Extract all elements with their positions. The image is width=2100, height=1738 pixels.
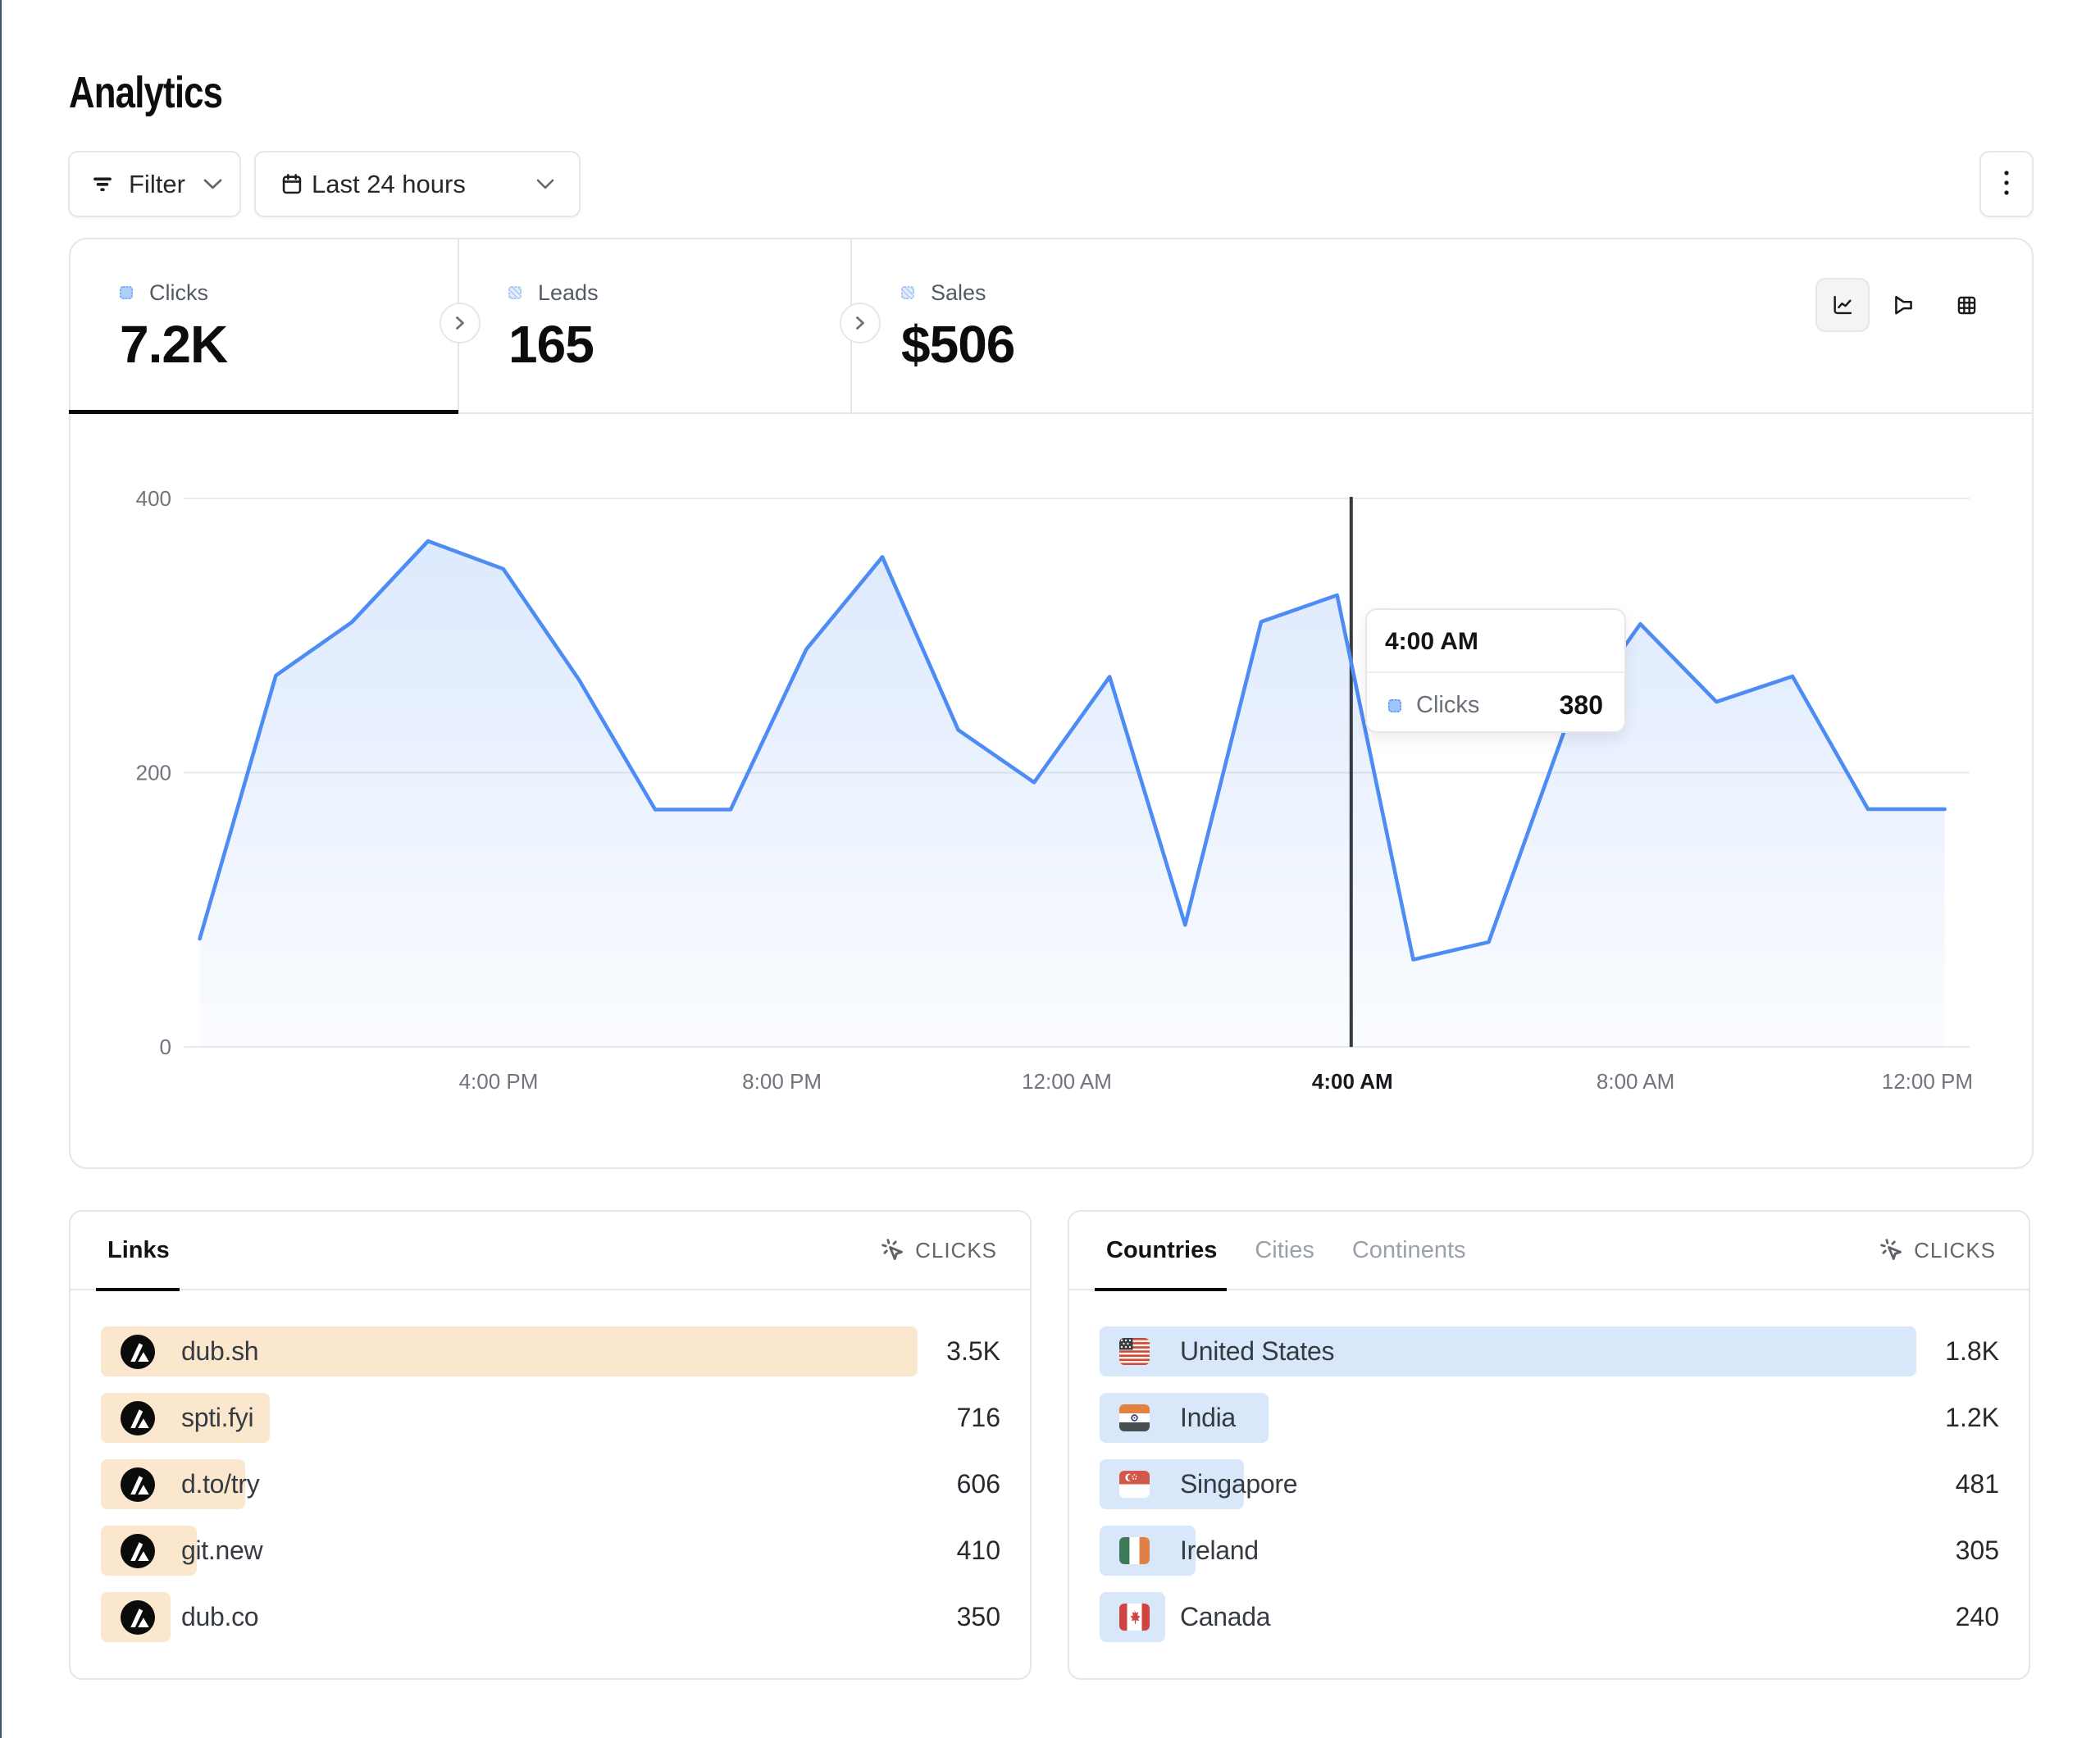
svg-text:4:00 AM: 4:00 AM [1312,1069,1393,1094]
svg-text:200: 200 [136,761,171,785]
svg-text:8:00 PM: 8:00 PM [742,1069,822,1094]
svg-text:400: 400 [136,486,171,511]
svg-text:12:00 AM: 12:00 AM [1022,1069,1112,1094]
svg-text:4:00 PM: 4:00 PM [459,1069,539,1094]
svg-text:12:00 PM: 12:00 PM [1882,1069,1973,1094]
svg-text:8:00 AM: 8:00 AM [1597,1069,1674,1094]
svg-text:0: 0 [160,1035,171,1059]
